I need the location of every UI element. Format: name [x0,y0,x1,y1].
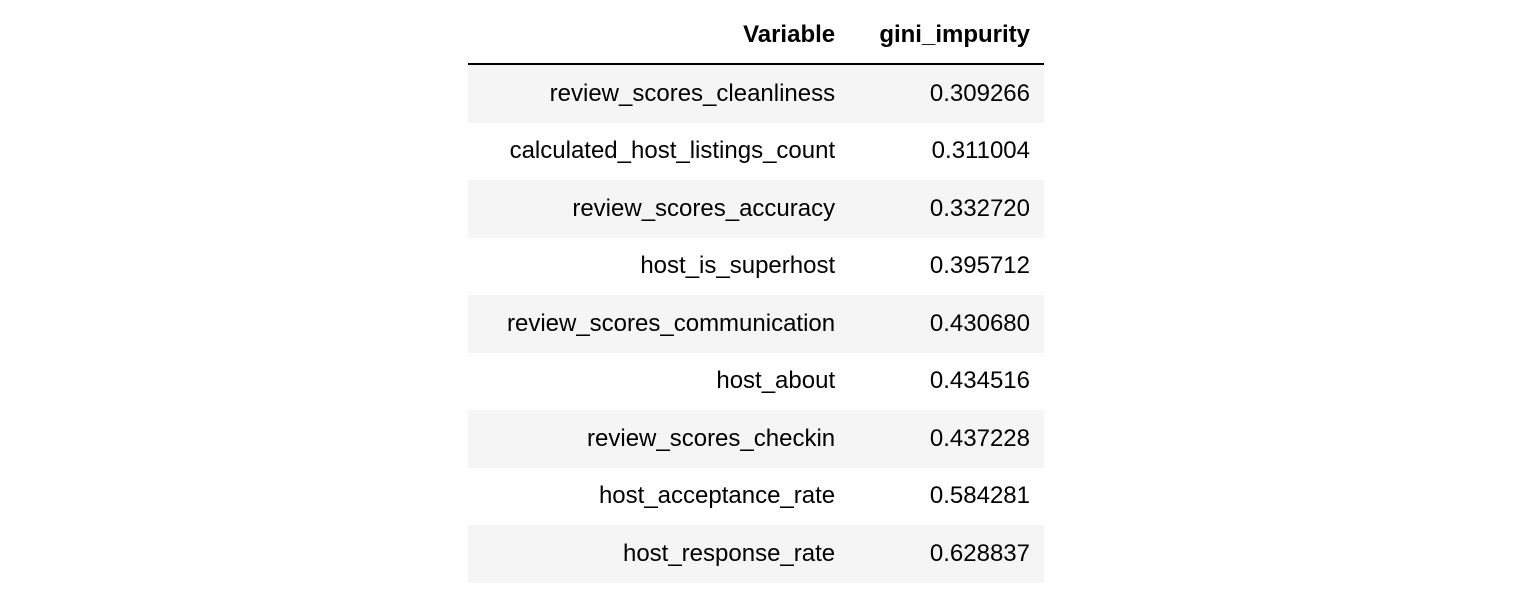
cell-gini-impurity: 0.628837 [929,539,1030,567]
column-header-gini-impurity: gini_impurity [849,6,1044,65]
table-row: review_scores_checkin 0.437228 [468,410,1044,468]
cell-variable: calculated_host_listings_count [509,137,836,165]
cell-variable: host_about [716,367,836,395]
cell-gini-impurity: 0.311004 [931,137,1030,165]
cell-variable: review_scores_communication [506,309,836,337]
table-row: review_scores_communication 0.430680 [468,295,1044,353]
table-body: review_scores_cleanliness 0.309266 calcu… [468,64,1044,583]
cell-gini-impurity: 0.437228 [929,424,1030,452]
cell-variable: host_response_rate [622,539,836,567]
cell-variable: host_acceptance_rate [598,482,836,510]
cell-gini-impurity: 0.309266 [929,79,1030,107]
column-header-variable: Variable [468,6,850,65]
table-row: host_acceptance_rate 0.584281 [468,467,1044,525]
table-row: host_is_superhost 0.395712 [468,237,1044,295]
table-header: Variable gini_impurity [468,6,1044,65]
table-row: review_scores_cleanliness 0.309266 [468,64,1044,123]
dataframe-table: Variable gini_impurity review_scores_cle… [468,6,1044,583]
header-row: Variable gini_impurity [468,6,1044,65]
table-row: host_about 0.434516 [468,352,1044,410]
table-row: host_response_rate 0.628837 [468,525,1044,583]
cell-gini-impurity: 0.430680 [929,309,1030,337]
cell-variable: review_scores_checkin [587,424,836,452]
cell-gini-impurity: 0.434516 [929,367,1030,395]
cell-gini-impurity: 0.584281 [929,482,1030,510]
cell-variable: review_scores_cleanliness [549,79,836,107]
cell-gini-impurity: 0.332720 [929,194,1030,222]
cell-gini-impurity: 0.395712 [929,252,1030,280]
table-row: calculated_host_listings_count 0.311004 [468,122,1044,180]
cell-variable: review_scores_accuracy [572,194,836,222]
table-row: review_scores_accuracy 0.332720 [468,180,1044,238]
cell-variable: host_is_superhost [640,252,836,280]
